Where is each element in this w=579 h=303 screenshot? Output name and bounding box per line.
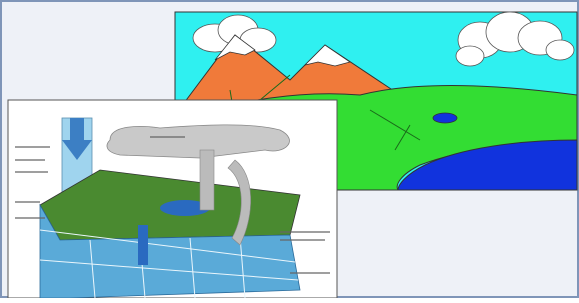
diagram-picture	[8, 100, 337, 298]
arrow	[138, 225, 148, 265]
screen	[0, 0, 579, 298]
lake	[433, 113, 457, 123]
arrow	[200, 150, 214, 210]
